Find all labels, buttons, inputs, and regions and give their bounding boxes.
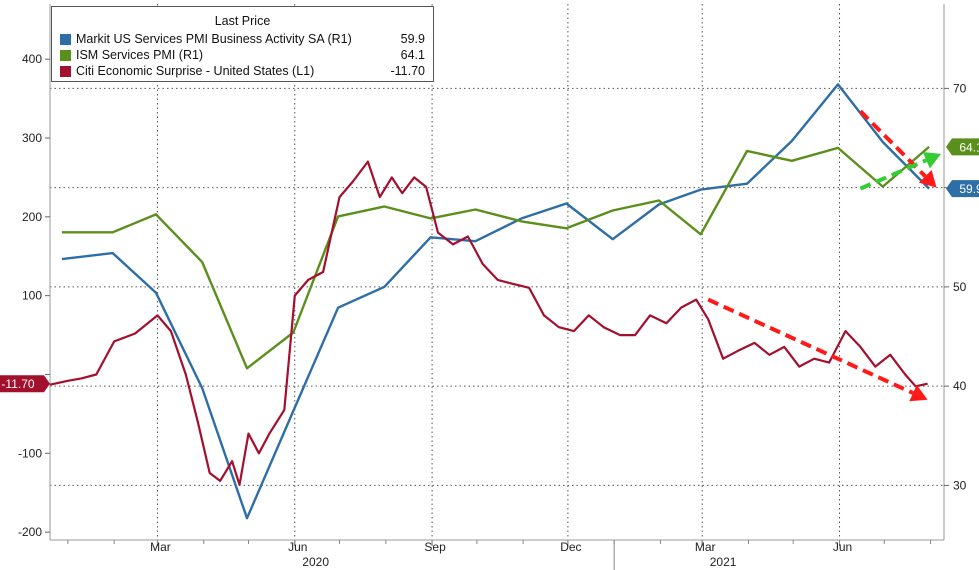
legend-swatch-markit bbox=[60, 33, 71, 45]
arrow-head bbox=[918, 169, 937, 188]
legend-series-value: 64.1 bbox=[400, 48, 425, 62]
right-axis-tick-label: 40 bbox=[953, 379, 967, 393]
legend-swatch-ism bbox=[60, 49, 71, 61]
legend-series-name: ISM Services PMI (R1) bbox=[76, 48, 204, 62]
legend-series-name: Citi Economic Surprise - United States (… bbox=[76, 64, 315, 78]
right-axis-tick-label: 50 bbox=[953, 280, 967, 294]
ism-uptrend-arrow bbox=[859, 151, 942, 191]
left-axis-tick-label: -100 bbox=[18, 446, 42, 460]
value-tags: 64.1 59.9 -11.70 bbox=[0, 138, 979, 393]
arrow-shaft bbox=[707, 297, 914, 395]
arrow-shaft bbox=[859, 158, 928, 191]
value-tag-text: 64.1 bbox=[959, 140, 979, 154]
x-axis-tick-label: Mar bbox=[695, 540, 716, 554]
x-axis-tick-label: Jun bbox=[288, 540, 307, 554]
left-axis-tick-label: -200 bbox=[18, 525, 42, 539]
left-axis-tick-label: 100 bbox=[22, 289, 42, 303]
legend-series-name: Markit US Services PMI Business Activity… bbox=[76, 32, 352, 46]
value-tag-background bbox=[946, 180, 979, 198]
legend-entry-citi: Citi Economic Surprise - United States (… bbox=[60, 63, 425, 79]
legend-title: Last Price bbox=[214, 14, 271, 28]
ism-last-value-tag: 64.1 bbox=[946, 138, 979, 156]
left-axis-tick-label: 200 bbox=[22, 210, 42, 224]
x-axis-tick-label: Mar bbox=[150, 540, 171, 554]
left-axis-tick-label: 400 bbox=[22, 52, 42, 66]
annotation-layer bbox=[707, 109, 942, 402]
value-tag-background bbox=[946, 138, 979, 156]
x-axis-year-label: 2020 bbox=[302, 555, 329, 569]
right-axis-tick-label: 70 bbox=[953, 81, 967, 95]
value-tag-background bbox=[0, 375, 50, 393]
legend-entry-ism: ISM Services PMI (R1) 64.1 bbox=[60, 47, 425, 63]
legend-series-value: 59.9 bbox=[400, 32, 425, 46]
series-layer bbox=[49, 83, 930, 520]
grid-lines bbox=[50, 4, 944, 540]
citi-surprise-line bbox=[49, 160, 928, 486]
x-axis-tick-label: Dec bbox=[560, 540, 581, 554]
chart-legend: Last Price Markit US Services PMI Busine… bbox=[51, 6, 434, 82]
x-axis-year-label: 2021 bbox=[710, 555, 737, 569]
citi-last-value-tag: -11.70 bbox=[0, 375, 50, 393]
axes: -200-1001002003004003040506070MarJunSepD… bbox=[18, 4, 967, 570]
right-axis-tick-label: 30 bbox=[953, 478, 967, 492]
markit-last-value-tag: 59.9 bbox=[946, 180, 979, 198]
legend-swatch-citi bbox=[60, 65, 71, 77]
arrow-head bbox=[909, 384, 928, 402]
value-tag-text: 59.9 bbox=[959, 182, 979, 196]
value-tag-text: -11.70 bbox=[1, 377, 34, 391]
arrow-head bbox=[922, 151, 942, 169]
legend-entry-markit: Markit US Services PMI Business Activity… bbox=[60, 31, 425, 47]
legend-series-value: -11.70 bbox=[390, 64, 425, 78]
x-axis-tick-label: Sep bbox=[424, 540, 446, 554]
left-axis-tick-label: 300 bbox=[22, 131, 42, 145]
markit-pmi-line bbox=[61, 83, 930, 520]
x-axis-tick-label: Jun bbox=[833, 540, 852, 554]
ism-services-pmi-line bbox=[61, 145, 930, 370]
citi-downtrend-arrow bbox=[707, 297, 928, 402]
